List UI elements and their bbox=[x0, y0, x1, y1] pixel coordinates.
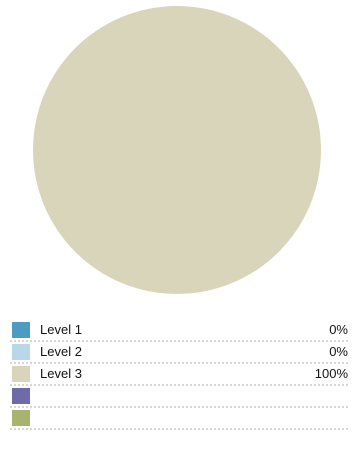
pie-slice bbox=[33, 6, 321, 294]
legend-value: 0% bbox=[329, 322, 348, 337]
legend: Level 1 0% Level 2 0% Level 3 100% bbox=[10, 320, 348, 430]
legend-row: Level 1 0% bbox=[10, 320, 348, 342]
legend-swatch bbox=[12, 322, 30, 338]
pie-chart bbox=[33, 6, 321, 294]
legend-swatch bbox=[12, 388, 30, 404]
legend-row bbox=[10, 386, 348, 408]
legend-row bbox=[10, 408, 348, 430]
legend-value: 100% bbox=[314, 366, 348, 381]
legend-label: Level 3 bbox=[40, 366, 82, 381]
legend-swatch bbox=[12, 410, 30, 426]
legend-value: 0% bbox=[329, 344, 348, 359]
legend-row: Level 2 0% bbox=[10, 342, 348, 364]
legend-label: Level 1 bbox=[40, 322, 82, 337]
legend-label: Level 2 bbox=[40, 344, 82, 359]
legend-row: Level 3 100% bbox=[10, 364, 348, 386]
legend-swatch bbox=[12, 344, 30, 360]
legend-swatch bbox=[12, 366, 30, 382]
